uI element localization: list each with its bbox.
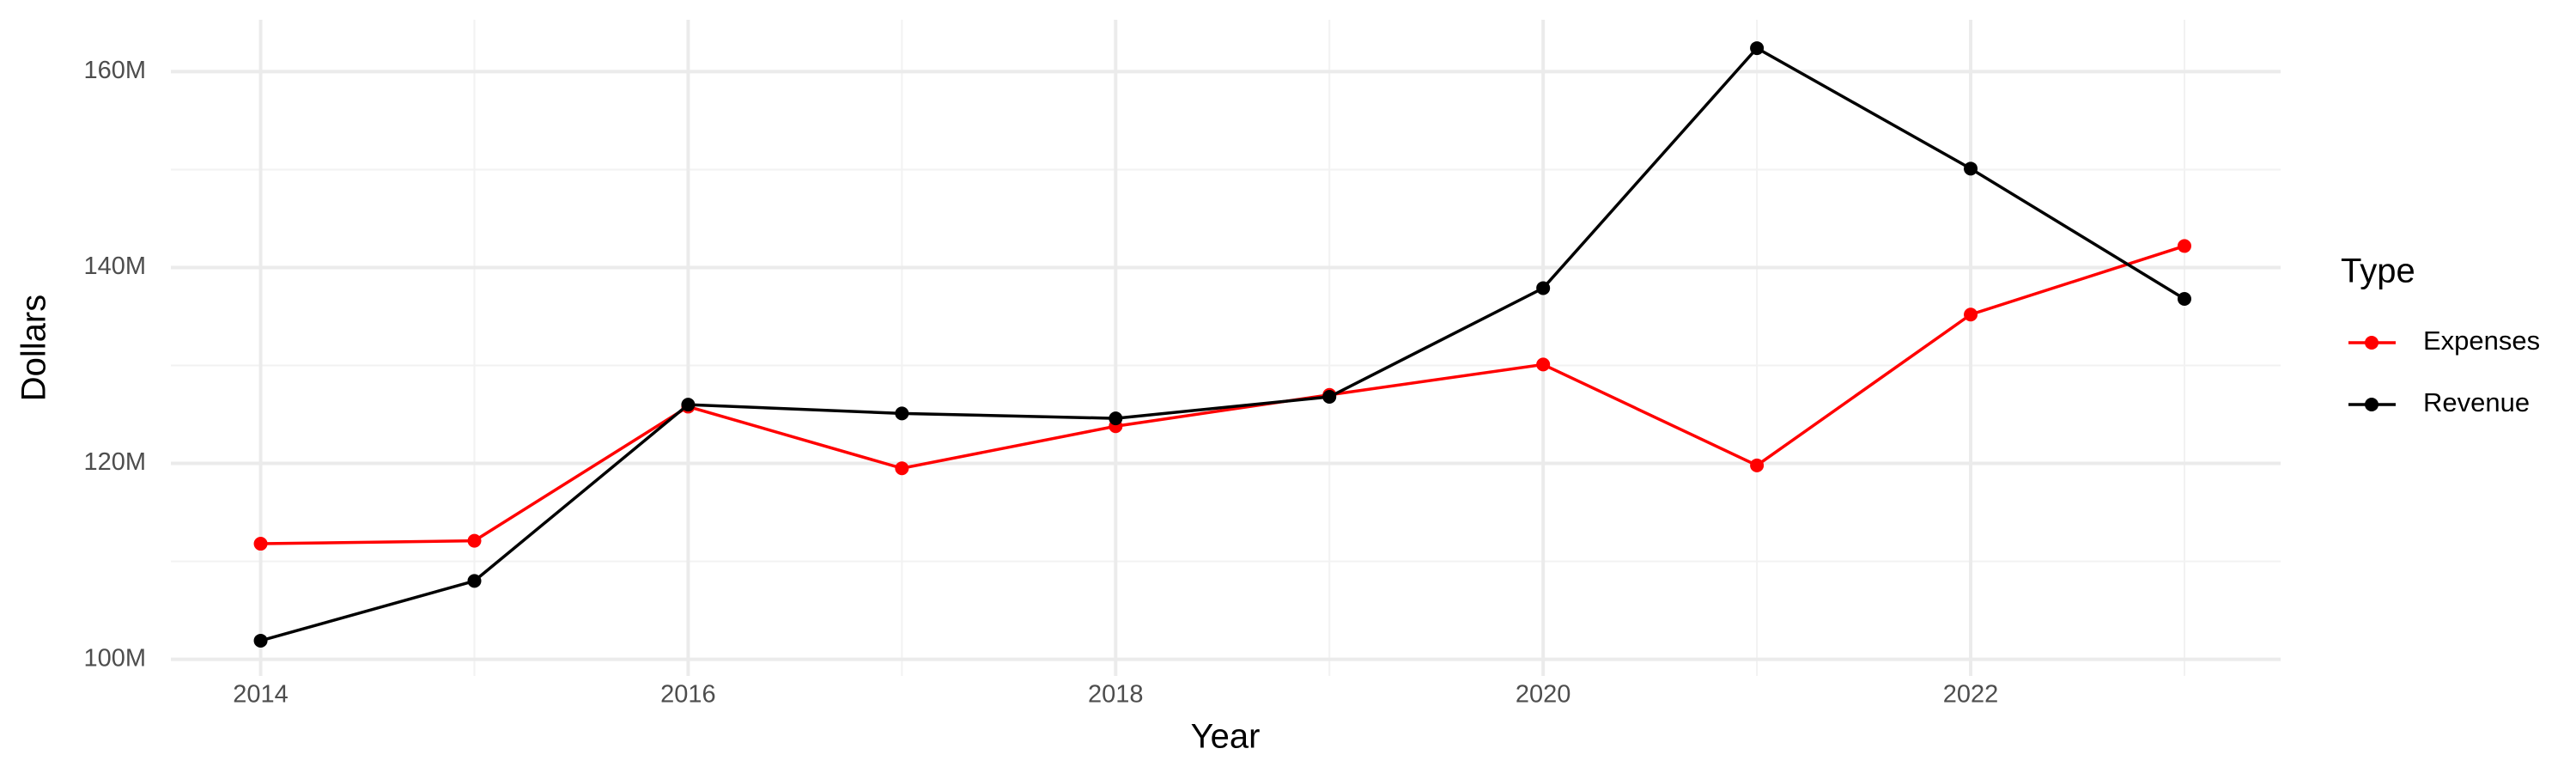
y-axis-title: Dollars — [15, 295, 53, 401]
x-tick-label: 2020 — [1516, 681, 1571, 709]
data-point — [253, 537, 268, 551]
data-point — [1964, 161, 1978, 176]
data-point — [1750, 41, 1765, 56]
y-tick-label: 100M — [83, 644, 146, 672]
data-point — [895, 461, 909, 476]
series-line — [260, 46, 2185, 642]
legend-key-point — [2365, 336, 2379, 350]
data-point — [1536, 281, 1551, 295]
legend-label: Expenses — [2423, 326, 2540, 356]
legend-key-point — [2365, 398, 2379, 411]
data-point — [1750, 458, 1765, 472]
data-point — [467, 574, 482, 588]
data-point — [253, 633, 268, 648]
x-tick-label: 2016 — [660, 681, 716, 709]
data-point — [681, 398, 696, 412]
legend-label: Revenue — [2423, 387, 2530, 417]
series-line — [260, 244, 2185, 545]
x-tick-label: 2018 — [1088, 681, 1144, 709]
y-tick-label: 120M — [83, 448, 146, 476]
data-point — [467, 533, 482, 548]
y-tick-label: 140M — [83, 253, 146, 280]
data-point — [895, 406, 909, 421]
data-point — [2177, 291, 2191, 306]
data-point — [1322, 390, 1337, 405]
x-tick-label: 2022 — [1943, 681, 1999, 709]
x-axis-title: Year — [1191, 718, 1261, 756]
data-point — [1109, 411, 1123, 426]
data-point — [1536, 357, 1551, 372]
x-tick-label: 2014 — [233, 681, 289, 709]
y-tick-label: 160M — [83, 57, 146, 84]
data-point — [1964, 307, 1978, 322]
legend-title: Type — [2341, 253, 2415, 290]
data-point — [2177, 239, 2191, 253]
